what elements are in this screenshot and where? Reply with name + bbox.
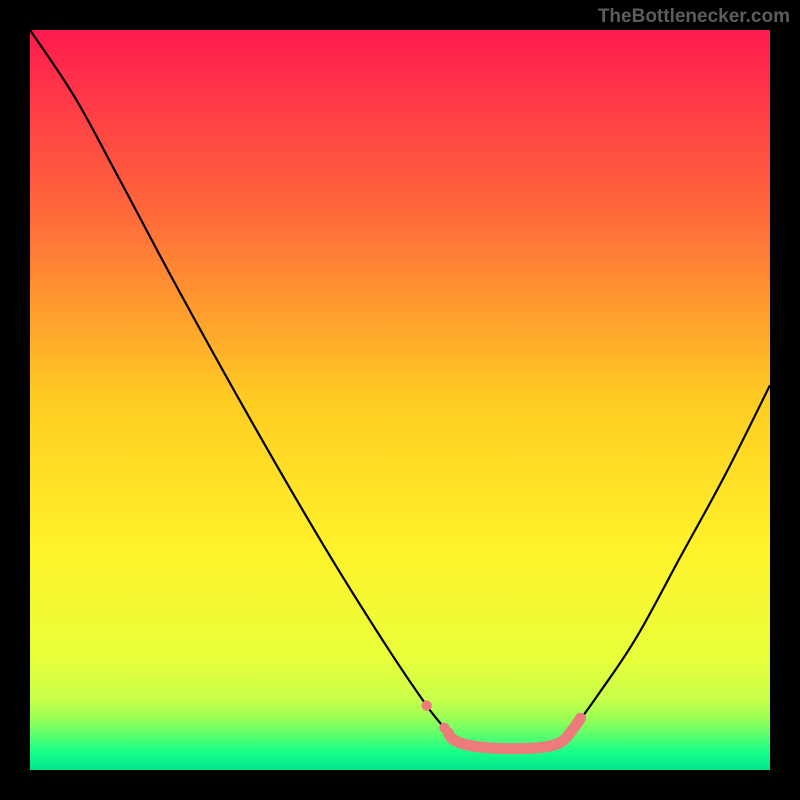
gradient-background [30,30,770,770]
chart-container: TheBottlenecker.com [0,0,800,800]
accent-dot [439,723,449,733]
watermark-text: TheBottlenecker.com [598,6,790,28]
accent-dot [421,700,431,710]
plot-area [30,30,770,770]
bottleneck-chart-svg [30,30,770,770]
